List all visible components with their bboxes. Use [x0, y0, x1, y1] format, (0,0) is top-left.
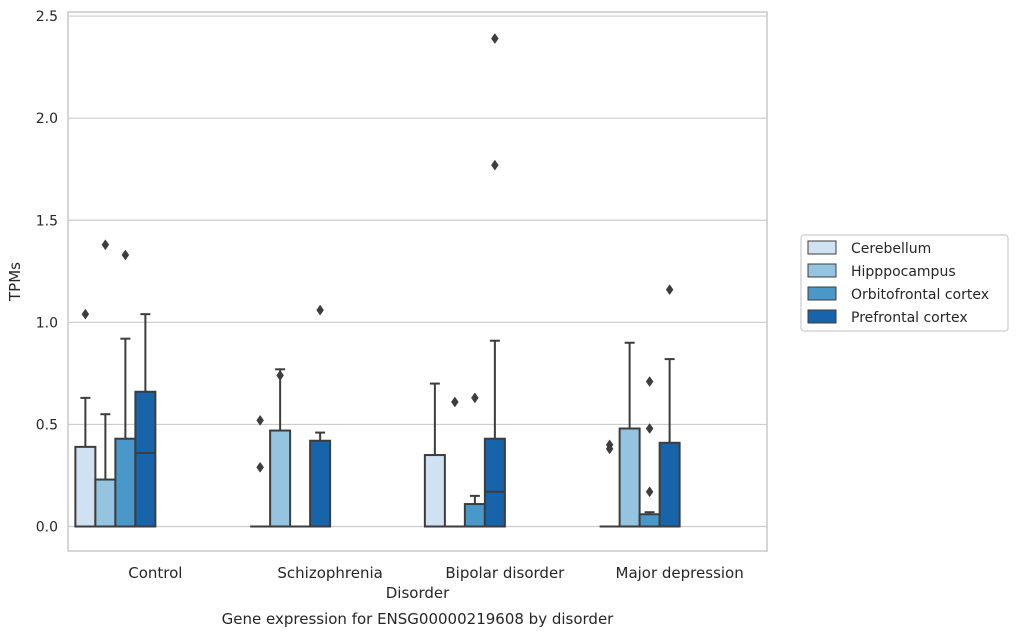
box — [658, 441, 681, 528]
box — [114, 437, 137, 528]
outlier-point — [451, 396, 459, 408]
outlier-point — [491, 33, 499, 44]
outlier-point — [101, 239, 110, 251]
legend-swatch — [807, 286, 837, 301]
x-axis-label: Disorder — [386, 584, 450, 602]
outlier-point — [491, 159, 499, 171]
y-tick-label: 2.5 — [36, 9, 58, 25]
legend-label: Cerebellum — [851, 241, 931, 257]
outlier-point — [256, 461, 264, 473]
plot-frame — [67, 11, 768, 552]
outlier-point — [645, 423, 654, 434]
box — [463, 503, 486, 528]
outlier-point — [316, 304, 324, 316]
y-axis-label: TPMs — [6, 262, 24, 302]
y-tick-label: 0.0 — [36, 520, 58, 536]
box — [423, 454, 446, 528]
legend-frame — [800, 234, 1009, 332]
outlier-point — [665, 284, 674, 296]
x-tick-label: Major depression — [616, 564, 744, 582]
box — [94, 478, 117, 528]
chart-caption: Gene expression for ENSG00000219608 by d… — [221, 610, 614, 628]
outlier-point — [121, 249, 130, 261]
y-tick-label: 1.0 — [36, 315, 58, 331]
legend-label: Prefrontal cortex — [851, 310, 968, 326]
box — [638, 513, 661, 528]
legend-swatch — [807, 309, 837, 324]
box — [309, 439, 332, 528]
box — [269, 429, 292, 528]
outlier-point — [81, 308, 90, 320]
box — [483, 437, 506, 528]
legend-label: Hipppocampus — [851, 264, 956, 280]
x-tick-label: Bipolar disorder — [445, 564, 565, 582]
outlier-point — [276, 369, 284, 381]
x-tick-label: Schizophrenia — [277, 564, 382, 582]
outlier-point — [645, 486, 654, 498]
legend-label: Orbitofrontal cortex — [851, 287, 989, 303]
box — [134, 390, 157, 528]
y-tick-label: 1.5 — [36, 213, 58, 229]
legend-swatch — [807, 263, 837, 278]
y-tick-label: 0.5 — [36, 417, 58, 433]
outlier-point — [605, 443, 614, 455]
legend-swatch — [807, 240, 837, 255]
outlier-point — [471, 392, 479, 404]
box — [74, 445, 97, 528]
x-tick-label: Control — [128, 564, 182, 582]
box — [618, 427, 641, 528]
outlier-point — [256, 414, 264, 426]
outlier-point — [645, 376, 654, 387]
y-tick-label: 2.0 — [36, 111, 58, 127]
